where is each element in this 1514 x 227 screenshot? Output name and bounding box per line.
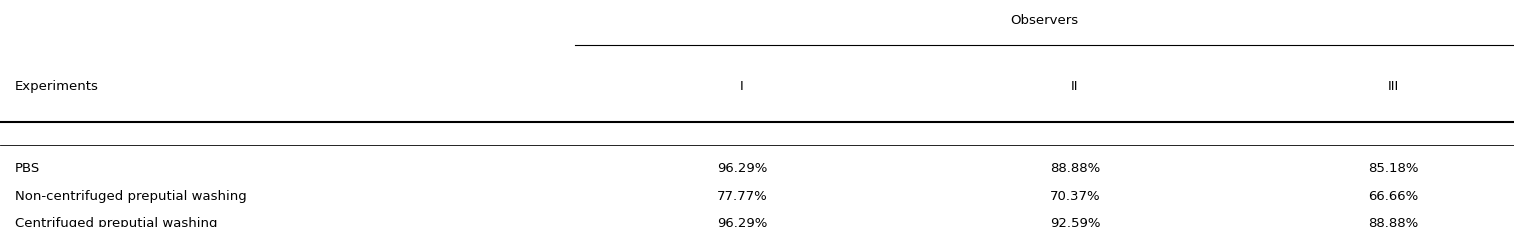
Text: 66.66%: 66.66% xyxy=(1367,189,1419,202)
Text: Observers: Observers xyxy=(1011,14,1078,27)
Text: II: II xyxy=(1072,80,1078,93)
Text: 77.77%: 77.77% xyxy=(716,189,768,202)
Text: 96.29%: 96.29% xyxy=(716,216,768,227)
Text: Experiments: Experiments xyxy=(15,80,98,93)
Text: 70.37%: 70.37% xyxy=(1049,189,1101,202)
Text: PBS: PBS xyxy=(15,161,41,175)
Text: Non-centrifuged preputial washing: Non-centrifuged preputial washing xyxy=(15,189,247,202)
Text: 85.18%: 85.18% xyxy=(1367,161,1419,175)
Text: 92.59%: 92.59% xyxy=(1049,216,1101,227)
Text: I: I xyxy=(740,80,743,93)
Text: III: III xyxy=(1387,80,1399,93)
Text: Centrifuged preputial washing: Centrifuged preputial washing xyxy=(15,216,218,227)
Text: 88.88%: 88.88% xyxy=(1049,161,1101,175)
Text: 96.29%: 96.29% xyxy=(716,161,768,175)
Text: 88.88%: 88.88% xyxy=(1367,216,1419,227)
